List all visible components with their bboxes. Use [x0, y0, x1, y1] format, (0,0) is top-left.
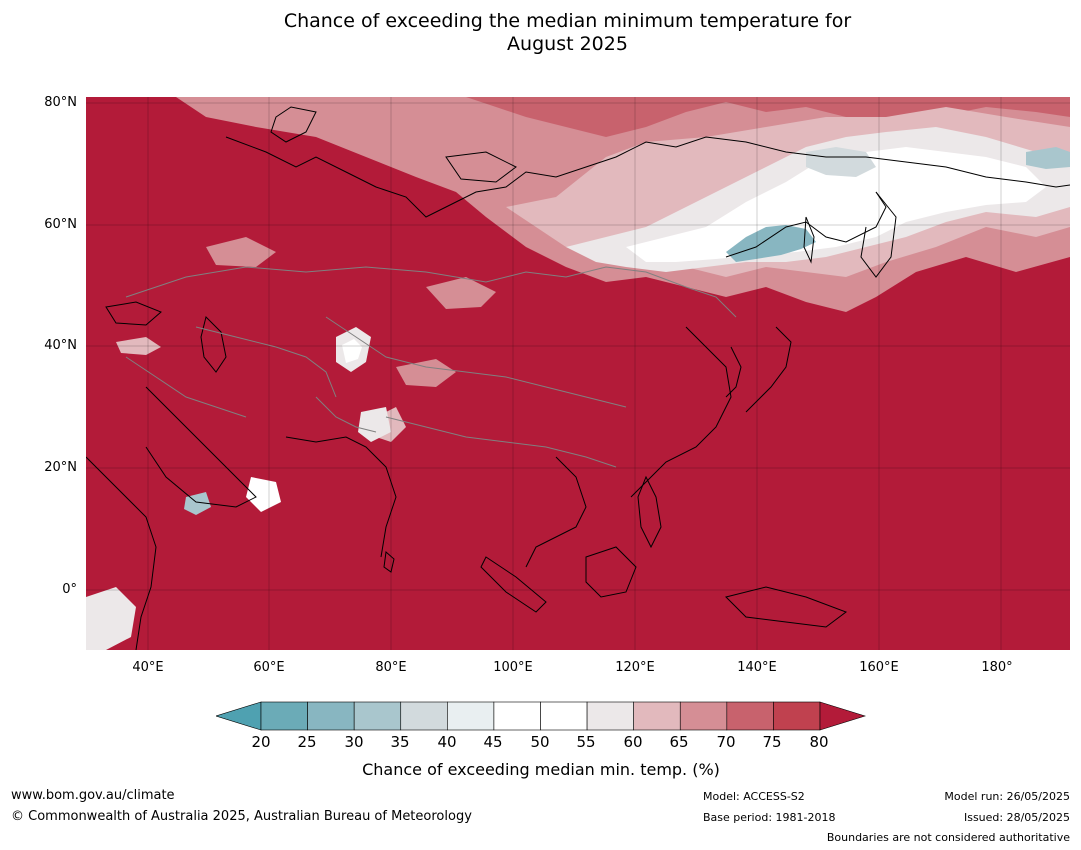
footer-website: www.bom.gov.au/climate — [11, 788, 175, 803]
coast-okhotsk — [725, 191, 887, 258]
borders — [125, 266, 737, 468]
patch-mongolia — [426, 277, 496, 309]
footer-base-period: Base period: 1981-2018 — [703, 811, 836, 824]
cbar-tick-45: 45 — [483, 733, 503, 751]
colorbar-bin-11 — [773, 701, 821, 731]
cbar-tick-60: 60 — [623, 733, 643, 751]
colorbar-low-extend — [214, 701, 262, 731]
graticule — [86, 97, 1070, 650]
patch-blue-sakhalin — [726, 225, 816, 262]
map-svg — [85, 97, 1071, 651]
colorbar-bin-7 — [586, 701, 634, 731]
colorbar-high-extend — [819, 701, 867, 731]
colorbar — [214, 701, 867, 731]
colorbar-bin-6 — [540, 701, 588, 731]
colorbar-bin-0 — [260, 701, 308, 731]
patch-india-north — [358, 407, 391, 442]
lon-label-60e: 60°E — [253, 660, 285, 675]
cbar-tick-40: 40 — [437, 733, 457, 751]
border-middle-east — [125, 356, 247, 418]
lon-label-40e: 40°E — [132, 660, 164, 675]
coast-japan — [745, 326, 792, 413]
cbar-tick-25: 25 — [297, 733, 317, 751]
colorbar-bin-2 — [353, 701, 402, 731]
patch-siberia-mid — [206, 237, 276, 267]
colorbar-label: Chance of exceeding median min. temp. (%… — [362, 760, 720, 779]
patch-tibet-core — [342, 339, 362, 363]
colorbar-bin-1 — [307, 701, 355, 731]
cbar-tick-50: 50 — [530, 733, 550, 751]
colorbar-svg — [214, 701, 867, 731]
footer-copyright: © Commonwealth of Australia 2025, Austra… — [11, 809, 472, 824]
probability-patches — [86, 97, 1070, 650]
lon-label-160e: 160°E — [859, 660, 899, 675]
coast-india — [285, 436, 397, 558]
lat-label-0: 0° — [62, 582, 77, 597]
colorbar-bins — [260, 701, 821, 731]
footer-model-run: Model run: 26/05/2025 — [944, 790, 1070, 803]
coast-philippines — [637, 475, 662, 549]
lat-label-20n: 20°N — [44, 460, 77, 475]
patch-africa-south — [86, 587, 136, 650]
coast-black-sea — [105, 301, 162, 326]
colorbar-bin-4 — [447, 701, 495, 731]
patch-blue-chukotka — [1026, 147, 1070, 169]
cbar-tick-70: 70 — [716, 733, 736, 751]
coast-taymyr — [445, 151, 517, 183]
cbar-tick-30: 30 — [344, 733, 364, 751]
coast-sumatra — [480, 556, 547, 613]
coast-sri-lanka — [383, 551, 395, 573]
border-china-west — [325, 316, 627, 408]
coast-eurasia-north — [225, 136, 1071, 218]
coast-new-guinea — [725, 586, 848, 628]
coastlines — [85, 106, 1071, 651]
coast-sakhalin — [803, 216, 815, 264]
cbar-tick-20: 20 — [251, 733, 271, 751]
coast-novaya-zemlya — [270, 106, 317, 143]
cbar-tick-65: 65 — [669, 733, 689, 751]
lon-label-100e: 100°E — [493, 660, 533, 675]
colorbar-bin-3 — [400, 701, 448, 731]
probability-map — [85, 97, 1071, 651]
coast-arabia — [145, 386, 257, 508]
cbar-tick-35: 35 — [390, 733, 410, 751]
lat-label-80n: 80°N — [44, 95, 77, 110]
patch-70-north — [466, 97, 1070, 137]
lon-label-180: 180° — [981, 660, 1013, 675]
lon-label-80e: 80°E — [375, 660, 407, 675]
cbar-tick-75: 75 — [762, 733, 782, 751]
border-russia-south — [125, 266, 737, 318]
patch-kazakh — [396, 359, 456, 387]
patch-50-north — [626, 147, 1046, 262]
footer-issued: Issued: 28/05/2025 — [963, 811, 1070, 824]
coast-borneo — [585, 546, 637, 598]
coast-korea — [725, 346, 742, 398]
footer-disclaimer: Boundaries are not considered authoritat… — [826, 831, 1070, 844]
lon-label-140e: 140°E — [737, 660, 777, 675]
lat-label-60n: 60°N — [44, 217, 77, 232]
title-line-2: August 2025 — [507, 33, 628, 55]
footer-model: Model: ACCESS-S2 — [703, 790, 805, 803]
coast-caspian — [200, 316, 227, 373]
coast-kamchatka — [860, 191, 897, 278]
coast-china — [630, 326, 732, 498]
patch-horn — [246, 477, 281, 512]
title-line-1: Chance of exceeding the median minimum t… — [283, 10, 852, 32]
map-title: Chance of exceeding the median minimum t… — [0, 10, 1081, 56]
colorbar-bin-8 — [633, 701, 681, 731]
border-central-asia — [195, 326, 337, 398]
coast-africa — [85, 456, 157, 651]
patch-caspian — [116, 337, 161, 355]
cbar-tick-80: 80 — [809, 733, 829, 751]
colorbar-bin-9 — [679, 701, 728, 731]
patch-blue-kamchatka — [806, 147, 876, 177]
coast-indochina — [525, 456, 587, 568]
border-china-south — [385, 416, 617, 468]
colorbar-bin-10 — [726, 701, 774, 731]
colorbar-bin-5 — [493, 701, 541, 731]
lon-label-120e: 120°E — [615, 660, 655, 675]
cbar-tick-55: 55 — [576, 733, 596, 751]
lat-label-40n: 40°N — [44, 338, 77, 353]
border-india-north — [315, 396, 377, 433]
